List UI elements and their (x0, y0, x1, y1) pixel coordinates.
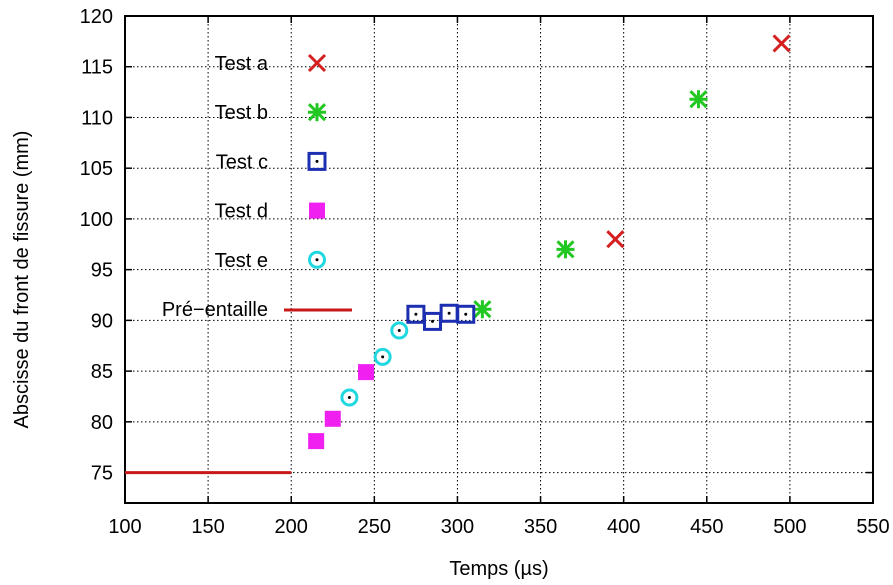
y-tick-labels: 75 80 85 90 95 100 105 110 115 120 (80, 6, 113, 485)
legend-label-test-e: Test e (215, 250, 268, 272)
y-tick-label: 110 (81, 107, 113, 129)
x-tick-label: 100 (108, 516, 141, 538)
legend-label-test-b: Test b (215, 102, 268, 124)
test-c-point-3 (439, 303, 459, 323)
x-tick-label: 200 (275, 516, 308, 538)
test-d-point-3 (358, 364, 375, 381)
y-tick-label: 75 (91, 463, 113, 485)
x-tick-label: 500 (773, 516, 806, 538)
test-b-point-3 (689, 90, 708, 109)
plot-frame (124, 15, 874, 504)
test-e-point-1 (340, 388, 359, 407)
y-axis-title: Abscisse du front de fissure (mm) (11, 131, 33, 429)
y-tick-label: 115 (81, 57, 113, 79)
x-tick-label: 400 (607, 516, 640, 538)
legend-swatch-test-e (308, 250, 326, 269)
y-tick-label: 100 (80, 209, 113, 231)
test-a-point-1 (606, 230, 625, 249)
x-tick-label: 350 (524, 516, 557, 538)
legend-swatch-test-a (307, 53, 327, 73)
legend-swatch-test-d (309, 202, 325, 219)
test-e-point-3 (390, 321, 409, 340)
legend-label-pr-entaille: Pré−entaille (162, 299, 268, 321)
y-tick-label: 90 (91, 310, 113, 332)
legend-label-test-a: Test a (215, 53, 269, 75)
axis-ticks (124, 15, 874, 503)
y-tick-label: 85 (91, 361, 113, 383)
y-tick-label: 80 (91, 412, 113, 434)
test-d-point-1 (308, 433, 325, 450)
test-b-point-1 (473, 300, 492, 319)
x-tick-label: 450 (690, 516, 723, 538)
data-marks (125, 34, 791, 475)
y-tick-label: 120 (80, 6, 113, 28)
test-c-point-2 (423, 311, 443, 331)
legend-label-test-d: Test d (215, 201, 268, 223)
test-c-point-4 (456, 304, 476, 324)
legend-swatch-test-b (307, 103, 327, 122)
grid (125, 16, 873, 503)
x-tick-label: 300 (441, 516, 474, 538)
x-axis-title: Temps (µs) (449, 558, 548, 580)
test-d-point-2 (324, 410, 341, 427)
legend-label-test-c: Test c (216, 151, 268, 173)
legend-swatch-test-c (307, 151, 327, 171)
x-tick-label: 550 (856, 516, 889, 538)
x-tick-label: 150 (191, 516, 224, 538)
test-b-point-2 (556, 240, 575, 259)
x-tick-labels: 100 150 200 250 300 350 400 450 500 550 (108, 516, 889, 538)
x-tick-label: 250 (358, 516, 391, 538)
test-e-point-2 (373, 347, 392, 366)
y-tick-label: 105 (80, 158, 113, 180)
legend: Test a Test b Test c Test d Test e Pré−entail… (162, 53, 352, 321)
test-a-point-2 (772, 34, 791, 53)
y-tick-label: 95 (91, 260, 113, 282)
